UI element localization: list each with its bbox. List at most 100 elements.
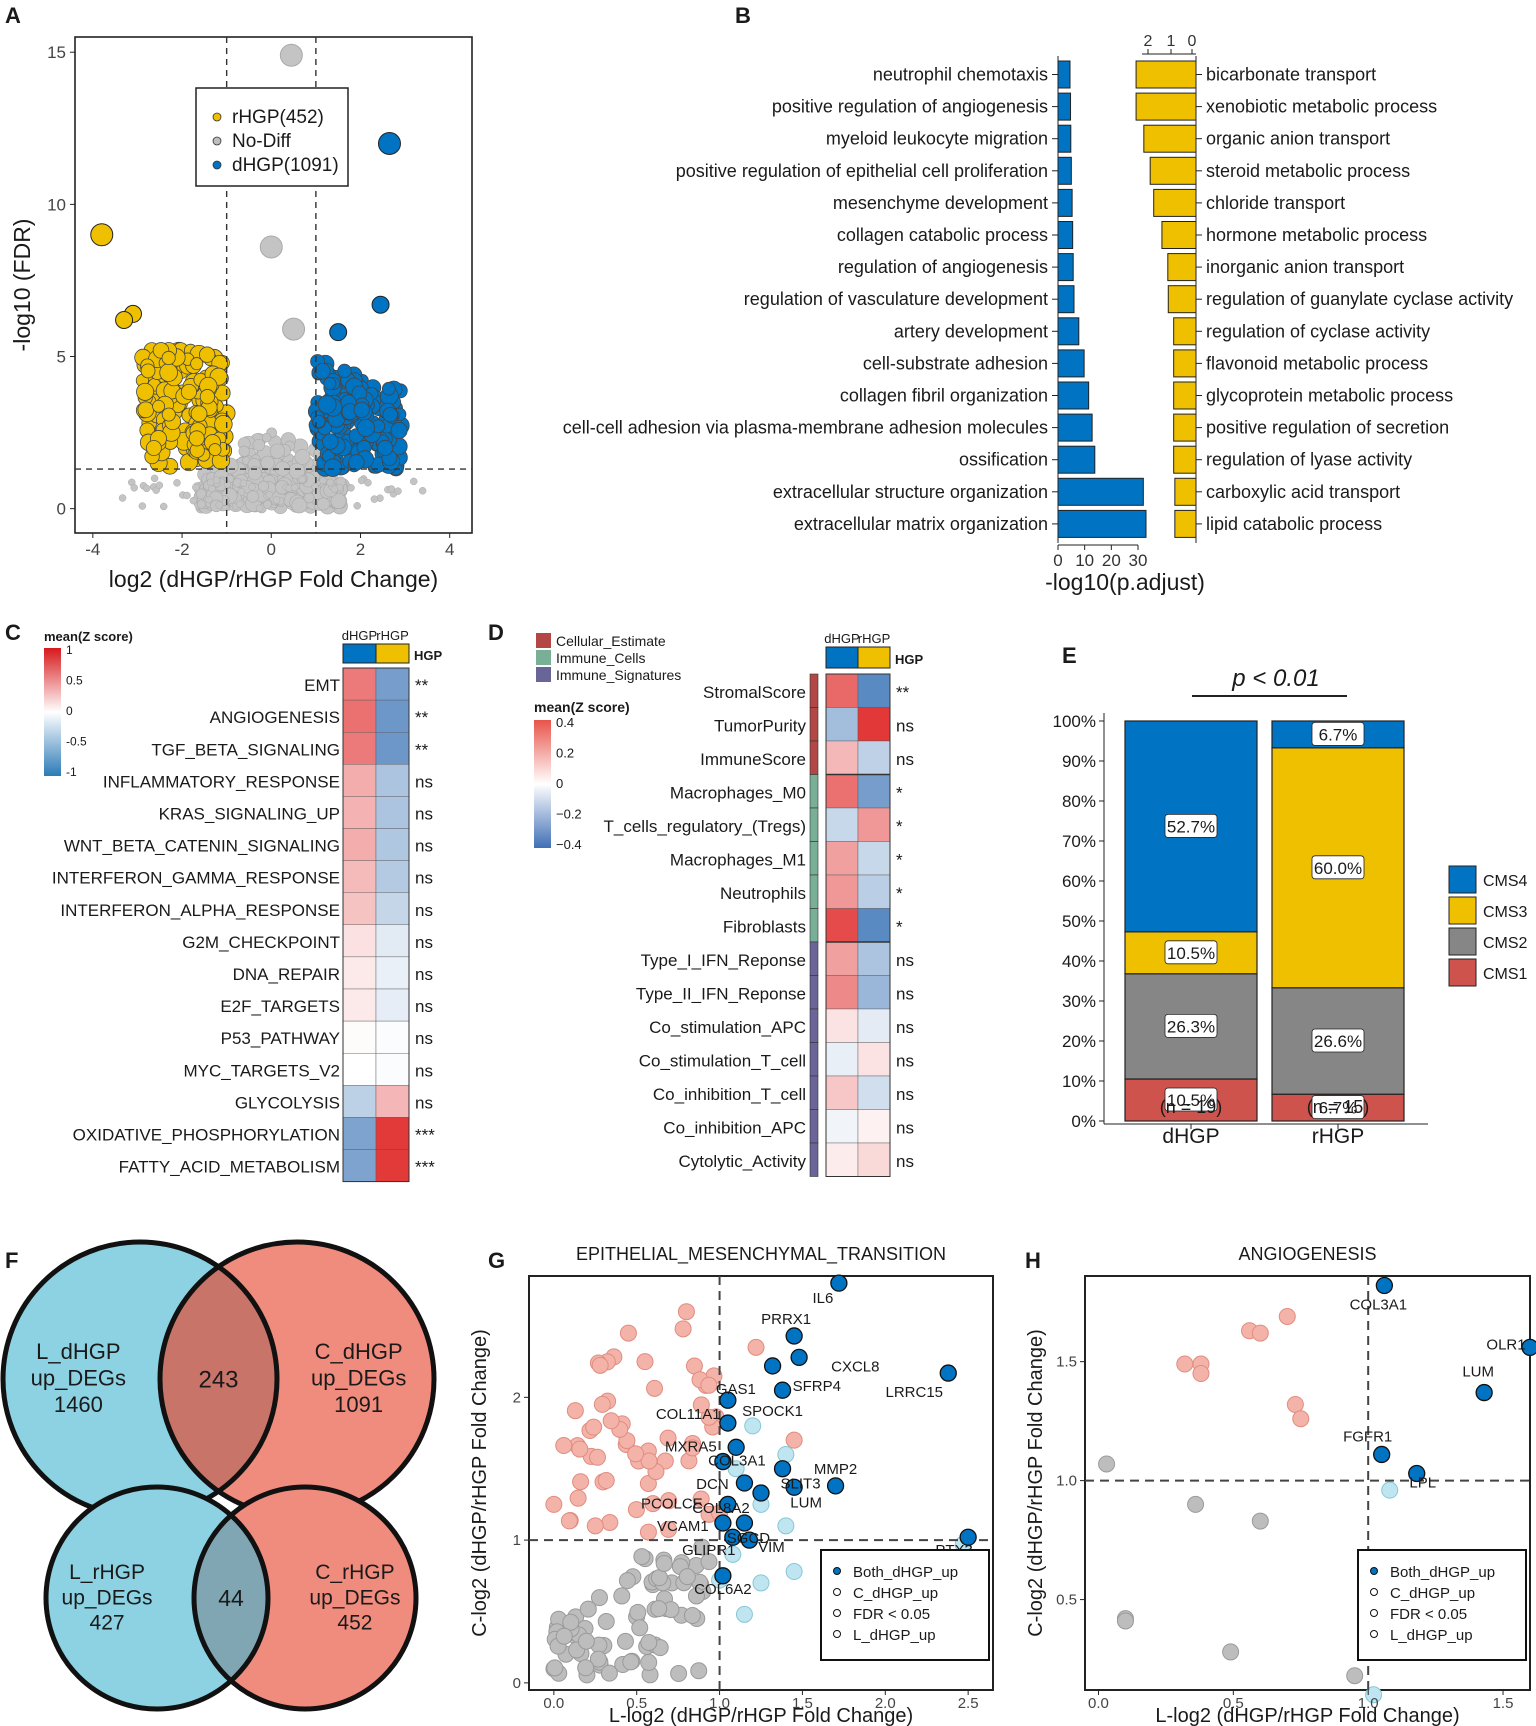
row-label: FATTY_ACID_METABOLISM [119,1158,340,1177]
rhgp-bar [1173,349,1197,378]
nodiff-point [261,432,272,443]
legend-label: C_dHGP_up [1390,1585,1475,1602]
c-dhgp-up-point [639,1474,657,1492]
heatmap-cell [825,1075,859,1110]
venn-overlap-count: 44 [218,1585,244,1611]
rhgp-bar [1167,285,1197,314]
significance-label: * [896,783,903,802]
nodiff-point [290,483,299,492]
rhgp-point [145,440,162,457]
l-dhgp-up-point [785,1563,803,1581]
heatmap-cell [857,1142,891,1177]
venn-left-label: L_dHGP [36,1339,120,1364]
rhgp-point [136,382,155,401]
venn-right-label: up_DEGs [309,1586,400,1609]
annotation-label: HGP [414,648,443,663]
rhgp-term-label: chloride transport [1206,193,1345,213]
dhgp-term-label: neutrophil chemotaxis [873,65,1048,85]
row-label: Type_I_IFN_Reponse [641,951,806,970]
legend-tick-label: 0 [556,776,563,791]
heatmap-cell [342,1052,377,1086]
segment-label-box [1311,855,1365,880]
row-label: Co_inhibition_T_cell [653,1085,806,1104]
dhgp-bar [1057,253,1074,282]
panel-b-go-bars: neutrophil chemotaxis bicarbonate transpo… [563,33,1513,595]
nodiff-point [150,474,159,483]
dhgp-point [348,454,365,471]
fdr-point [589,1650,607,1668]
gene-label: FGFR1 [1343,1428,1392,1445]
both-dhgp-up-point [1521,1338,1536,1357]
nodiff-point [298,475,307,484]
heatmap-cell [342,1085,377,1118]
x-tick-label: 4 [445,540,454,559]
legend-swatch [212,160,222,170]
y-tick-label: 60% [1062,872,1096,891]
legend-swatch [1448,865,1477,894]
both-dhgp-up-point [714,1452,732,1471]
l-dhgp-up-point [777,1445,795,1463]
nodiff-point [387,485,396,493]
heatmap-cell [825,774,859,809]
nodiff-point [260,455,275,470]
heatmap-cell [342,1117,377,1150]
highlight-point [279,43,303,67]
segment-label-box [1311,1095,1365,1119]
heatmap-cell [375,860,410,893]
gene-label: SFRP4 [793,1378,841,1395]
dhgp-bar [1057,381,1090,410]
y-axis-label: -log10 (FDR) [9,219,35,352]
y-tick-label: 1.0 [1056,1473,1077,1490]
gene-label: VIM [758,1539,785,1556]
c-dhgp-up-point [569,1489,587,1507]
sample-size-label: (n = 15) [1307,1097,1370,1117]
heatmap-cell [825,941,859,976]
gene-label: COL6A2 [694,1581,752,1598]
fdr-point [1187,1495,1205,1513]
c-dhgp-up-point [692,1396,710,1414]
nodiff-point [255,504,264,513]
nodiff-point [409,477,418,486]
legend-label: FDR < 0.05 [1390,1606,1467,1623]
gene-label: SPOCK1 [742,1403,803,1420]
rhgp-point [159,363,178,382]
legend-swatch [833,1588,841,1596]
rhgp-term-label: lipid catabolic process [1206,514,1382,534]
dhgp-term-label: cell-cell adhesion via plasma-membrane a… [563,418,1048,438]
nodiff-point [353,502,361,510]
l-dhgp-up-point [752,1574,770,1592]
heatmap-cell [375,764,410,797]
dhgp-point [323,458,343,477]
panel-d-heatmap: Cellular_EstimateImmune_CellsImmune_Sign… [534,631,924,1177]
heatmap-cell [857,807,891,842]
significance-label: ns [896,951,914,970]
c-dhgp-up-point [1251,1324,1269,1342]
heatmap-cell [375,892,410,926]
heatmap-cell [825,740,859,775]
dhgp-bar [1057,317,1080,346]
rhgp-term-label: hormone metabolic process [1206,225,1427,245]
dhgp-point [323,377,337,391]
highlight-point [282,317,306,341]
significance-label: ns [415,837,433,856]
heatmap-cell [375,1052,410,1086]
dhgp-bar [1057,285,1075,314]
dhgp-term-label: mesenchyme development [833,193,1048,213]
segment-label-box [1311,722,1365,746]
nodiff-point [130,484,138,492]
gene-label: DCN [696,1476,729,1493]
both-dhgp-up-point [1375,1276,1394,1295]
both-dhgp-up-point [959,1528,977,1546]
row-label: G2M_CHECKPOINT [182,933,340,952]
panel-letter-H: H [1025,1248,1041,1273]
c-dhgp-up-point [785,1431,803,1449]
dhgp-bar [1057,221,1074,249]
nodiff-point [205,495,213,504]
rhgp-term-label: glycoprotein metabolic process [1206,386,1453,406]
y-tick-label: 0.5 [1056,1592,1077,1609]
significance-label: ns [415,901,433,920]
category-swatch [536,650,551,665]
x-tick-label: 0 [267,540,276,559]
top-tick-label: 0 [1188,33,1197,50]
gene-label: CXCL8 [831,1358,879,1375]
